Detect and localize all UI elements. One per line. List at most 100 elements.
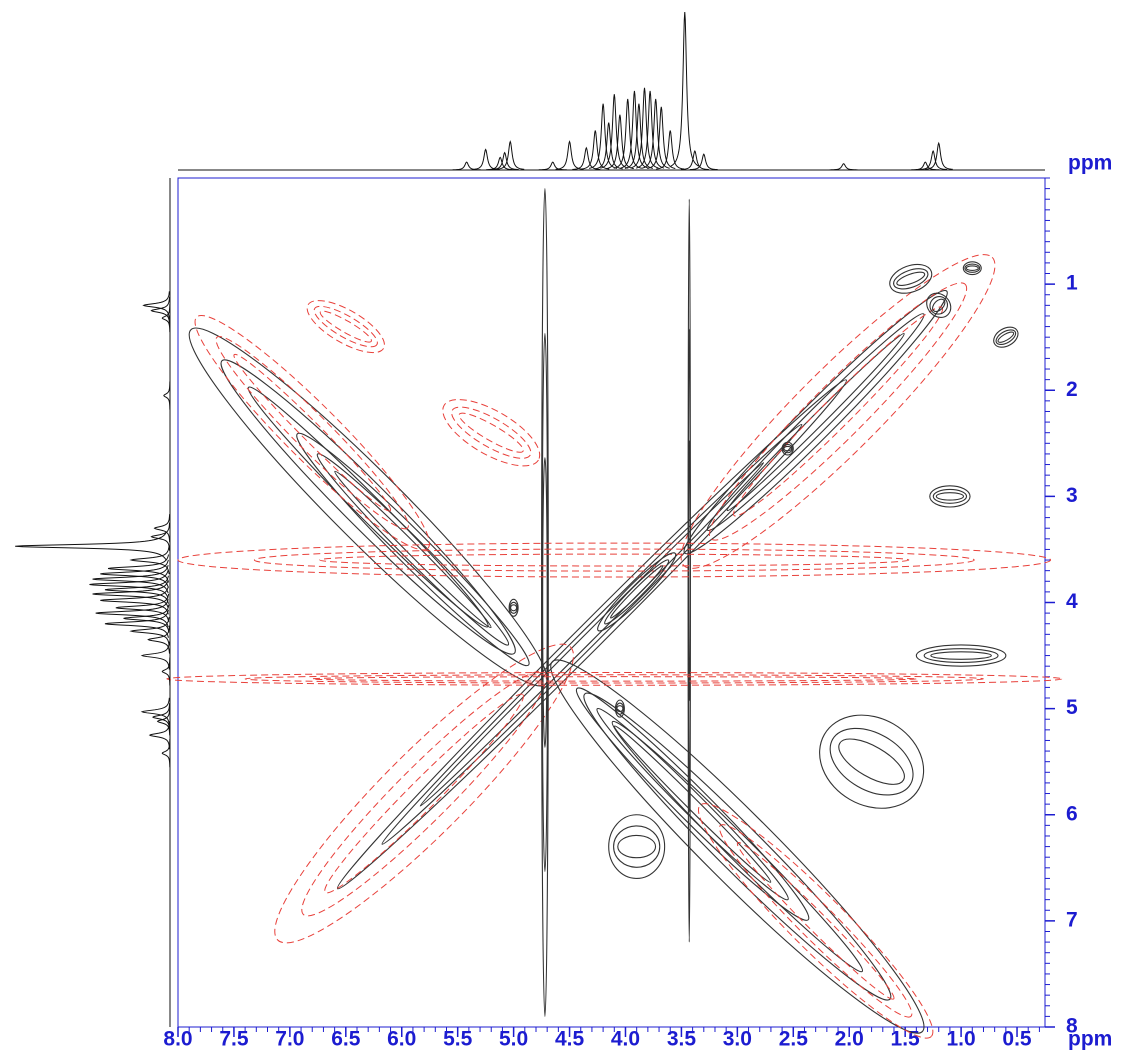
contour bbox=[726, 332, 905, 512]
contour bbox=[929, 296, 949, 315]
contour-layer bbox=[166, 188, 1063, 1039]
contour bbox=[614, 699, 625, 718]
y-tick-label: 3 bbox=[1066, 484, 1078, 507]
projection-peak bbox=[670, 11, 700, 167]
contour bbox=[613, 825, 661, 868]
contour bbox=[611, 720, 864, 973]
y-tick-label: 4 bbox=[1066, 590, 1078, 613]
contour bbox=[311, 676, 917, 682]
contour bbox=[296, 432, 530, 667]
projection-peak bbox=[452, 161, 481, 171]
x-tick-label: 4.5 bbox=[555, 1028, 585, 1051]
projection-peak bbox=[15, 532, 167, 561]
contour bbox=[324, 693, 524, 894]
projection-peak bbox=[129, 617, 170, 646]
y-tick-label: 5 bbox=[1066, 696, 1078, 719]
contour bbox=[451, 406, 532, 459]
projection-peak bbox=[100, 586, 169, 615]
x-tick-label: 4.0 bbox=[611, 1028, 640, 1051]
contour bbox=[829, 727, 914, 796]
projection-peak bbox=[490, 151, 519, 171]
projection-peak bbox=[163, 381, 171, 410]
contour bbox=[683, 289, 948, 555]
contour bbox=[962, 261, 982, 276]
contour bbox=[935, 492, 965, 501]
contour bbox=[597, 552, 677, 632]
contour bbox=[220, 359, 516, 655]
projection-peak bbox=[496, 140, 525, 170]
x-tick-label: 2.5 bbox=[779, 1028, 809, 1051]
x-tick-label: 1.5 bbox=[891, 1028, 921, 1051]
projection-peak bbox=[161, 657, 171, 686]
contour bbox=[708, 282, 968, 541]
projection-peak bbox=[680, 149, 709, 171]
projection-peak bbox=[635, 90, 665, 169]
x-tick-label: 3.5 bbox=[667, 1028, 697, 1051]
contour bbox=[458, 412, 524, 453]
projection-peak bbox=[104, 575, 169, 604]
contour bbox=[997, 331, 1015, 343]
x-tick-label: 1.0 bbox=[946, 1028, 975, 1051]
projection-peak bbox=[161, 739, 171, 768]
projection-peak bbox=[624, 103, 654, 169]
projection-peak bbox=[153, 514, 171, 543]
contour bbox=[993, 326, 1019, 348]
y-tick-label: 2 bbox=[1066, 378, 1078, 401]
x-tick-label: 0.5 bbox=[1002, 1028, 1032, 1051]
projection-peak bbox=[123, 604, 170, 633]
projection-peak bbox=[538, 161, 567, 171]
contour bbox=[783, 445, 793, 452]
projection-peak bbox=[656, 130, 685, 170]
contour bbox=[301, 670, 547, 917]
projection-peak bbox=[919, 149, 948, 171]
contour bbox=[819, 714, 925, 809]
projection-peak bbox=[129, 545, 170, 575]
projection-peak bbox=[161, 304, 171, 333]
projection-peak bbox=[647, 106, 676, 169]
y-tick-label: 7 bbox=[1066, 908, 1078, 931]
y-tick-label: 1 bbox=[1066, 272, 1078, 295]
contour bbox=[932, 488, 968, 504]
x-tick-label: 2.0 bbox=[835, 1028, 864, 1051]
contour bbox=[253, 548, 975, 572]
x-tick-label: 5.0 bbox=[499, 1028, 528, 1051]
contour bbox=[781, 441, 794, 456]
contour bbox=[244, 674, 984, 684]
y-axis-label: ppm bbox=[1068, 152, 1112, 175]
projection-peak bbox=[594, 122, 623, 170]
projection-peak bbox=[89, 570, 169, 599]
projection-peak bbox=[104, 609, 169, 638]
contour bbox=[782, 443, 793, 454]
projection-peak bbox=[471, 148, 500, 171]
x-axis-label: ppm bbox=[1068, 1028, 1112, 1051]
contour bbox=[697, 803, 934, 1039]
contour bbox=[188, 327, 548, 687]
contour bbox=[215, 336, 409, 530]
projection-peak bbox=[92, 565, 169, 594]
projection-peak bbox=[689, 153, 718, 171]
contour bbox=[965, 265, 979, 271]
contour bbox=[718, 824, 913, 1018]
contour bbox=[706, 313, 925, 532]
contour bbox=[995, 329, 1017, 346]
projection-peak bbox=[150, 522, 171, 551]
contour bbox=[932, 298, 946, 313]
contour bbox=[926, 292, 952, 318]
contour bbox=[838, 738, 905, 785]
contour bbox=[680, 254, 996, 569]
contour bbox=[316, 453, 510, 646]
contour bbox=[575, 687, 810, 921]
projection-peak bbox=[613, 98, 642, 169]
contour bbox=[964, 263, 981, 273]
projection-peak bbox=[588, 103, 618, 169]
contour bbox=[509, 601, 518, 614]
contour bbox=[736, 842, 895, 1000]
contour bbox=[508, 598, 519, 617]
projection-peak bbox=[581, 130, 610, 170]
contour bbox=[613, 725, 772, 883]
contour bbox=[923, 648, 999, 664]
x-tick-label: 5.5 bbox=[443, 1028, 473, 1051]
contour bbox=[616, 705, 624, 713]
contour bbox=[615, 702, 625, 715]
